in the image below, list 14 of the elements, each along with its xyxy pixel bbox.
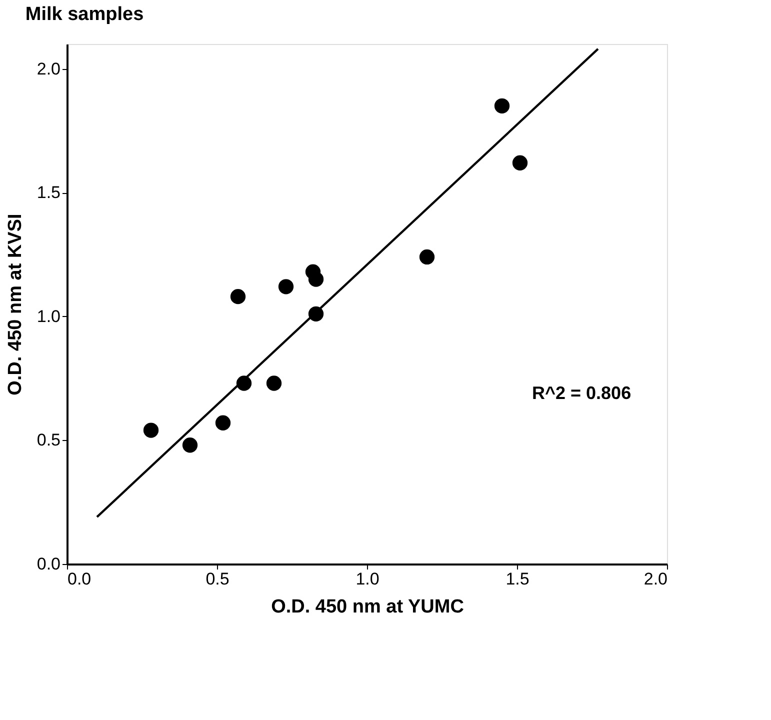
y-axis-title: O.D. 450 nm at KVSI: [4, 214, 26, 396]
annotation: R^2 = 0.806: [532, 383, 632, 403]
y-tick-label: 0.5: [36, 430, 60, 450]
x-tick-label: 1.0: [356, 570, 380, 588]
y-tick-label: 0.0: [36, 554, 60, 574]
x-tick-label: 0.5: [206, 570, 230, 588]
x-tick-label: 1.5: [506, 570, 530, 588]
y-tick-label: 1.0: [36, 306, 60, 326]
x-tick-label: 0.0: [68, 570, 92, 588]
y-tick-label: 1.5: [36, 183, 60, 202]
x-tick-label: 2.0: [644, 570, 668, 588]
chart-title: Milk samples: [25, 4, 144, 25]
y-tick-label: 2.0: [36, 59, 60, 78]
x-axis-title: O.D. 450 nm at YUMC: [271, 596, 464, 618]
